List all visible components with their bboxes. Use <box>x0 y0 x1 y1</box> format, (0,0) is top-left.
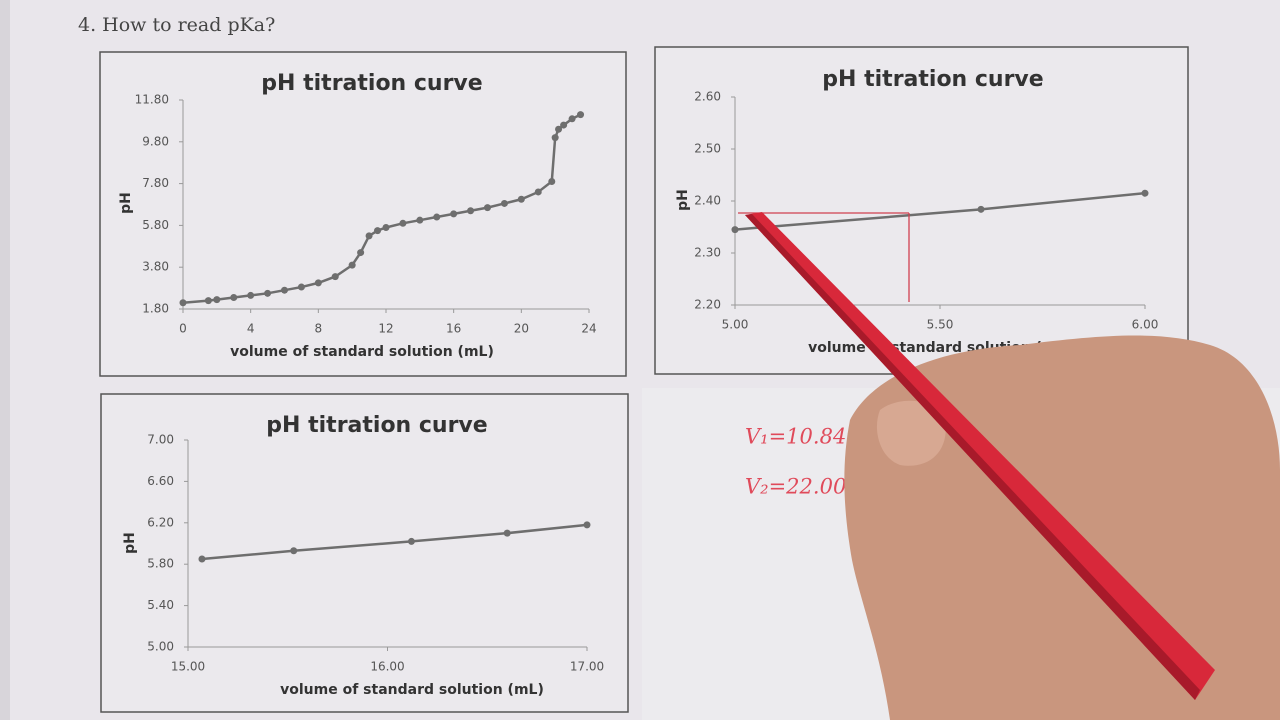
data-point <box>577 111 585 119</box>
y-tick-label: 7.80 <box>142 176 169 190</box>
x-tick-label: 12 <box>378 322 393 336</box>
charts: pH titration curve volume of standard sol… <box>118 67 1158 698</box>
y-tick-label: 2.60 <box>694 90 721 104</box>
data-point <box>213 296 221 304</box>
x-tick-label: 4 <box>247 322 255 336</box>
data-point <box>555 125 563 133</box>
data-point <box>247 291 255 299</box>
data-point <box>551 134 559 142</box>
data-point <box>731 226 739 234</box>
data-point <box>314 279 322 287</box>
data-point <box>357 249 365 257</box>
x-tick-label: 6.00 <box>1132 318 1159 332</box>
y-tick-label: 5.00 <box>147 640 174 654</box>
data-point <box>548 178 556 186</box>
y-axis-label: pH <box>122 532 138 554</box>
data-point <box>264 289 272 297</box>
y-tick-label: 3.80 <box>142 260 169 274</box>
data-point <box>568 115 576 123</box>
data-point <box>281 286 288 294</box>
data-point <box>179 299 187 307</box>
data-point <box>204 297 212 305</box>
page-heading: 4. How to read pKa? <box>78 14 275 36</box>
x-axis-label: volume of standard solution (mL) <box>280 682 544 698</box>
data-point <box>365 232 373 240</box>
chart-frame <box>99 51 627 377</box>
y-tick-label: 2.30 <box>694 246 721 260</box>
data-point <box>583 521 591 529</box>
data-point <box>416 216 424 224</box>
x-tick-label: 0 <box>179 322 187 336</box>
x-tick-label: 20 <box>514 322 529 336</box>
y-tick-label: 9.80 <box>142 134 169 148</box>
x-axis-label: volume of standard solution (mL) <box>230 344 494 360</box>
chart-frame <box>654 46 1189 375</box>
data-point <box>382 223 390 231</box>
x-tick-label: 17.00 <box>570 660 604 674</box>
y-tick-label: 7.00 <box>147 433 174 447</box>
data-point <box>297 283 305 291</box>
y-tick-label: 5.40 <box>147 598 174 612</box>
data-point <box>348 261 356 269</box>
chart-title: pH titration curve <box>266 413 487 438</box>
finger <box>876 400 946 466</box>
y-tick-label: 6.60 <box>147 474 174 488</box>
data-point <box>290 547 298 555</box>
data-point <box>977 205 985 213</box>
data-point <box>503 529 511 537</box>
chart-title: pH titration curve <box>822 67 1043 92</box>
y-tick-label: 5.80 <box>142 218 169 232</box>
x-tick-label: 24 <box>581 322 596 336</box>
data-point <box>198 555 206 563</box>
data-point <box>534 188 542 196</box>
data-point <box>407 537 415 545</box>
y-tick-label: 2.20 <box>694 298 721 312</box>
y-tick-label: 11.80 <box>135 93 169 107</box>
handwritten-note: V₁=10.84m <box>745 425 866 449</box>
data-point <box>331 273 339 281</box>
data-point <box>500 199 508 207</box>
data-point <box>230 294 238 302</box>
data-point <box>1141 189 1149 197</box>
y-tick-label: 2.40 <box>694 194 721 208</box>
y-axis-label: pH <box>675 189 691 211</box>
data-point <box>399 219 407 227</box>
data-point <box>484 204 491 212</box>
x-tick-label: 8 <box>315 322 323 336</box>
x-tick-label: 5.00 <box>722 318 749 332</box>
y-tick-label: 6.20 <box>147 515 174 529</box>
red-pen-shadow <box>745 214 1200 700</box>
x-tick-label: 5.50 <box>927 318 954 332</box>
data-point <box>517 195 525 203</box>
chart-frame <box>100 393 629 713</box>
data-point <box>450 210 458 218</box>
y-tick-label: 5.80 <box>147 557 174 571</box>
x-tick-label: 15.00 <box>171 660 205 674</box>
data-point <box>560 121 568 129</box>
paper-edge <box>0 0 10 720</box>
y-tick-label: 2.50 <box>694 142 721 156</box>
data-point <box>467 207 475 215</box>
y-axis-label: pH <box>118 192 134 214</box>
chart-title: pH titration curve <box>261 71 482 96</box>
x-tick-label: 16.00 <box>370 660 404 674</box>
y-tick-label: 1.80 <box>142 302 169 316</box>
data-point <box>374 227 382 235</box>
data-point <box>433 213 441 221</box>
x-tick-label: 16 <box>446 322 461 336</box>
